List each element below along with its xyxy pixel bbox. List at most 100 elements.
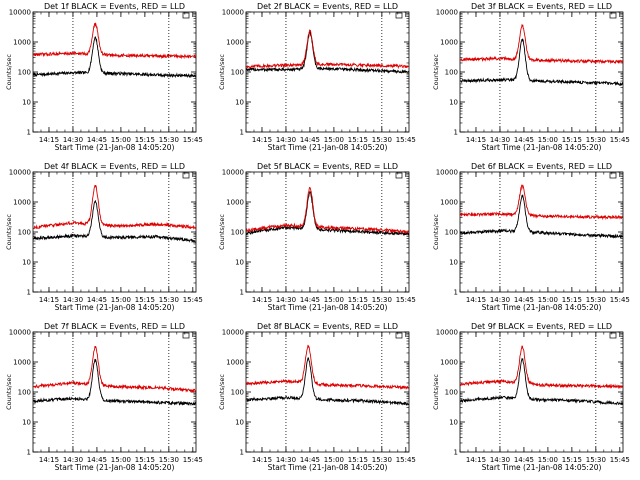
corner-box-icon <box>609 172 617 179</box>
y-tick-label: 100 <box>445 69 458 77</box>
x-tick-label: 15:30 <box>159 296 179 304</box>
chart-panel-5: Det 5f BLACK = Events, RED = LLD 1 10 100 10… <box>218 162 416 312</box>
y-tick-label: 100 <box>445 389 458 397</box>
x-tick-label: 15:45 <box>610 136 630 144</box>
y-tick-label: 10000 <box>222 329 244 337</box>
chart-panel-9: Det 9f BLACK = Events, RED = LLD 1 10 100 10… <box>432 322 630 472</box>
x-tick-label: 15:30 <box>372 456 392 464</box>
series-line-events <box>460 38 624 87</box>
x-tick-label: 15:15 <box>348 456 368 464</box>
x-tick-label: 14:45 <box>87 136 107 144</box>
plot-frame <box>245 331 410 453</box>
y-axis-label: Counts/sec <box>218 214 226 250</box>
y-tick-label: 1000 <box>13 39 31 47</box>
y-tick-label: 10 <box>22 259 31 267</box>
x-tick-label: 14:15 <box>252 136 272 144</box>
series-line-events <box>246 190 410 237</box>
y-axis-label: Counts/sec <box>432 54 440 90</box>
corner-box-icon <box>182 172 190 179</box>
x-tick-label: 15:15 <box>348 296 368 304</box>
series-line-lld <box>33 345 197 394</box>
series-line-lld <box>460 345 623 390</box>
series-line-events <box>33 36 196 79</box>
chart-title: Det 8f BLACK = Events, RED = LLD <box>257 322 398 331</box>
y-tick-label: 1 <box>240 129 244 137</box>
x-tick-label: 14:15 <box>39 296 59 304</box>
y-tick-label: 10 <box>22 99 31 107</box>
x-axis-label: Start Time (21-Jan-08 14:05:20) <box>268 143 388 152</box>
plot-frame <box>245 171 410 293</box>
chart-panel-4: Det 4f BLACK = Events, RED = LLD 1 10 100 10… <box>5 162 203 312</box>
series-line-lld <box>33 184 197 230</box>
x-tick-label: 15:45 <box>610 296 630 304</box>
x-tick-label: 14:45 <box>514 296 534 304</box>
x-tick-label: 15:30 <box>159 456 179 464</box>
corner-box-icon <box>182 332 190 339</box>
x-tick-label: 14:30 <box>490 296 510 304</box>
x-tick-label: 14:15 <box>252 456 272 464</box>
x-tick-label: 14:15 <box>466 136 486 144</box>
corner-box-icon <box>182 12 190 19</box>
x-axis-label: Start Time (21-Jan-08 14:05:20) <box>55 143 175 152</box>
x-tick-label: 15:15 <box>562 456 582 464</box>
chart-title: Det 3f BLACK = Events, RED = LLD <box>471 2 612 11</box>
x-tick-label: 15:15 <box>562 136 582 144</box>
corner-box-icon <box>395 332 403 339</box>
x-tick-label: 15:45 <box>610 456 630 464</box>
y-axis-label: Counts/sec <box>432 374 440 410</box>
y-tick-label: 10000 <box>222 9 244 17</box>
x-tick-label: 15:30 <box>586 296 606 304</box>
x-tick-label: 15:00 <box>538 456 558 464</box>
x-tick-label: 15:15 <box>135 296 155 304</box>
y-axis-label: Counts/sec <box>5 54 13 90</box>
y-tick-label: 10000 <box>436 9 458 17</box>
chart-title: Det 2f BLACK = Events, RED = LLD <box>257 2 398 11</box>
x-tick-label: 15:30 <box>586 456 606 464</box>
y-tick-label: 10000 <box>9 169 31 177</box>
x-tick-label: 14:15 <box>466 296 486 304</box>
y-tick-label: 100 <box>231 69 244 77</box>
x-tick-label: 14:30 <box>63 296 83 304</box>
series-line-lld <box>33 22 197 60</box>
series-line-events <box>246 30 410 75</box>
x-axis-label: Start Time (21-Jan-08 14:05:20) <box>482 463 602 472</box>
series-line-events <box>246 357 410 406</box>
y-tick-label: 1000 <box>440 199 458 207</box>
chart-panel-2: Det 2f BLACK = Events, RED = LLD 1 10 100 10… <box>218 2 416 152</box>
y-tick-label: 100 <box>445 229 458 237</box>
y-tick-label: 1 <box>27 289 31 297</box>
x-tick-label: 14:45 <box>300 296 320 304</box>
x-tick-label: 15:45 <box>396 136 416 144</box>
y-tick-label: 100 <box>231 389 244 397</box>
x-tick-label: 14:45 <box>300 136 320 144</box>
y-tick-label: 1000 <box>440 359 458 367</box>
x-tick-label: 15:15 <box>348 136 368 144</box>
series-line-lld <box>246 344 410 390</box>
y-tick-label: 1 <box>240 449 244 457</box>
plot-frame <box>32 331 197 453</box>
x-tick-label: 15:00 <box>111 296 131 304</box>
x-tick-label: 14:45 <box>87 296 107 304</box>
x-tick-label: 15:00 <box>111 136 131 144</box>
chart-title: Det 5f BLACK = Events, RED = LLD <box>257 162 398 171</box>
x-tick-label: 14:30 <box>490 136 510 144</box>
y-tick-label: 100 <box>18 69 31 77</box>
chart-title: Det 1f BLACK = Events, RED = LLD <box>44 2 185 11</box>
x-tick-label: 15:45 <box>183 456 203 464</box>
x-tick-label: 14:15 <box>39 136 59 144</box>
y-tick-label: 1 <box>27 449 31 457</box>
corner-box-icon <box>609 332 617 339</box>
x-tick-label: 14:45 <box>514 136 534 144</box>
x-tick-label: 15:45 <box>183 296 203 304</box>
chart-panel-3: Det 3f BLACK = Events, RED = LLD 1 10 100 10… <box>432 2 630 152</box>
y-tick-label: 10 <box>449 419 458 427</box>
x-tick-label: 14:45 <box>300 456 320 464</box>
x-tick-label: 15:15 <box>135 456 155 464</box>
y-tick-label: 1000 <box>226 39 244 47</box>
y-tick-label: 1 <box>27 129 31 137</box>
x-tick-label: 15:30 <box>372 136 392 144</box>
y-tick-label: 1000 <box>226 359 244 367</box>
chart-panel-8: Det 8f BLACK = Events, RED = LLD 1 10 100 10… <box>218 322 416 472</box>
x-tick-label: 15:45 <box>396 296 416 304</box>
x-axis-label: Start Time (21-Jan-08 14:05:20) <box>55 303 175 312</box>
